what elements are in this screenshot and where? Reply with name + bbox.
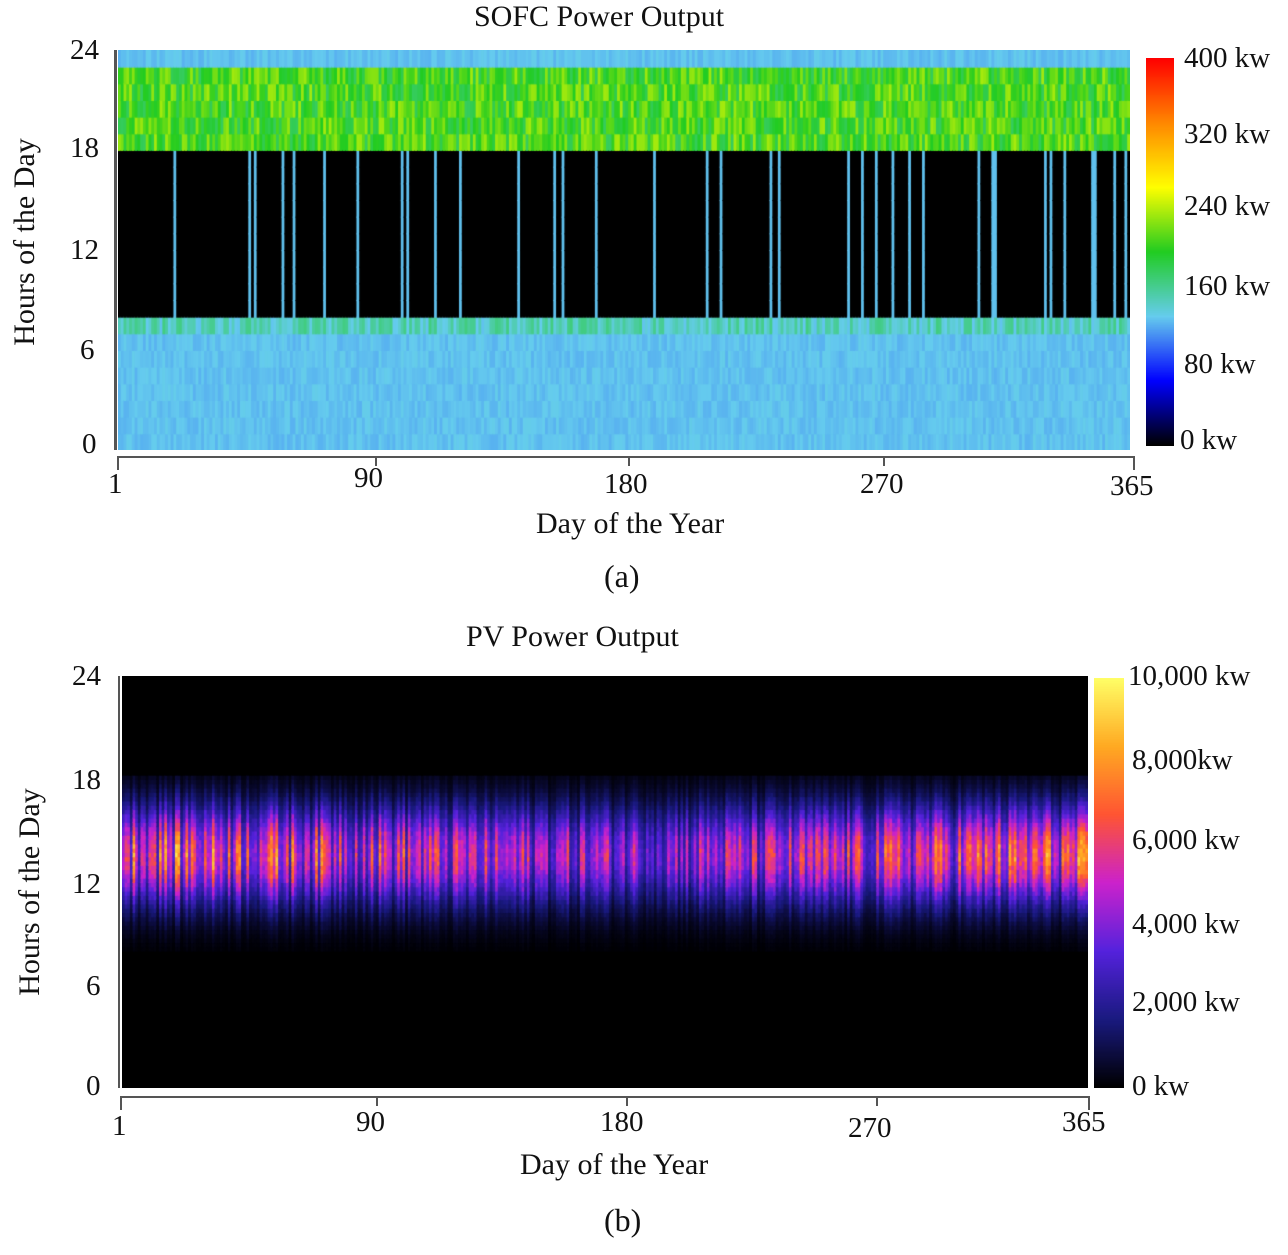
x-tickmark xyxy=(626,1096,628,1106)
y-tick-6: 6 xyxy=(86,970,101,1002)
x-tickmark xyxy=(375,456,377,466)
y-axis-line xyxy=(118,676,120,1088)
chart-title: SOFC Power Output xyxy=(474,0,725,33)
cbar-tick: 2,000 kw xyxy=(1132,986,1240,1018)
y-tick-18: 18 xyxy=(70,132,99,164)
cbar-tick: 10,000 kw xyxy=(1128,660,1251,692)
y-tick-24: 24 xyxy=(70,34,99,66)
x-tickmark xyxy=(120,1096,122,1110)
cbar-tick: 4,000 kw xyxy=(1132,908,1240,940)
y-tick-0: 0 xyxy=(82,428,97,460)
sofc-chart: SOFC Power Output Hours of the Day 24 18… xyxy=(0,0,1288,600)
cbar-tick: 80 kw xyxy=(1184,348,1256,380)
x-tick-1: 1 xyxy=(112,1110,127,1142)
y-tick-12: 12 xyxy=(70,234,99,266)
x-tickmark xyxy=(628,456,630,466)
y-tick-6: 6 xyxy=(80,334,95,366)
x-tick-90: 90 xyxy=(354,462,383,494)
chart-title: PV Power Output xyxy=(466,620,679,653)
x-tickmark xyxy=(1133,456,1135,470)
x-axis-label: Day of the Year xyxy=(520,1148,709,1181)
y-tick-18: 18 xyxy=(72,764,101,796)
y-axis-label: Hours of the Day xyxy=(8,138,41,346)
cbar-tick: 0 kw xyxy=(1180,424,1238,456)
y-tick-24: 24 xyxy=(72,660,101,692)
y-axis-label: Hours of the Day xyxy=(13,788,46,996)
x-tick-270: 270 xyxy=(860,468,904,500)
x-tick-365: 365 xyxy=(1110,470,1154,502)
x-axis-label: Day of the Year xyxy=(536,507,725,540)
cbar-tick: 6,000 kw xyxy=(1132,824,1240,856)
x-tick-90: 90 xyxy=(356,1106,385,1138)
x-tickmark xyxy=(1088,1096,1090,1110)
cbar-tick: 320 kw xyxy=(1184,118,1271,150)
x-tickmark xyxy=(117,456,119,470)
y-tick-0: 0 xyxy=(86,1070,101,1102)
x-tick-180: 180 xyxy=(600,1106,644,1138)
subplot-label: (a) xyxy=(604,558,640,594)
x-axis-line xyxy=(120,1096,1090,1098)
cbar-tick: 400 kw xyxy=(1184,42,1271,74)
x-tick-270: 270 xyxy=(848,1112,892,1144)
x-tickmark xyxy=(376,1096,378,1106)
cbar-tick: 0 kw xyxy=(1132,1070,1190,1102)
y-tick-12: 12 xyxy=(72,868,101,900)
x-tick-180: 180 xyxy=(604,468,648,500)
sofc-colorbar xyxy=(1146,58,1174,446)
x-tickmark xyxy=(876,1096,878,1106)
pv-colorbar xyxy=(1094,678,1124,1088)
cbar-tick: 160 kw xyxy=(1184,270,1271,302)
x-tick-365: 365 xyxy=(1062,1106,1106,1138)
x-tickmark xyxy=(883,456,885,466)
y-axis-line xyxy=(114,50,117,450)
cbar-tick: 8,000kw xyxy=(1132,744,1233,776)
cbar-tick: 240 kw xyxy=(1184,190,1271,222)
subplot-label: (b) xyxy=(604,1202,642,1238)
x-axis-line xyxy=(118,456,1134,458)
pv-heatmap xyxy=(122,676,1088,1088)
pv-chart: PV Power Output Hours of the Day 24 18 1… xyxy=(0,620,1288,1255)
x-tick-1: 1 xyxy=(108,468,123,500)
sofc-heatmap xyxy=(118,50,1130,450)
